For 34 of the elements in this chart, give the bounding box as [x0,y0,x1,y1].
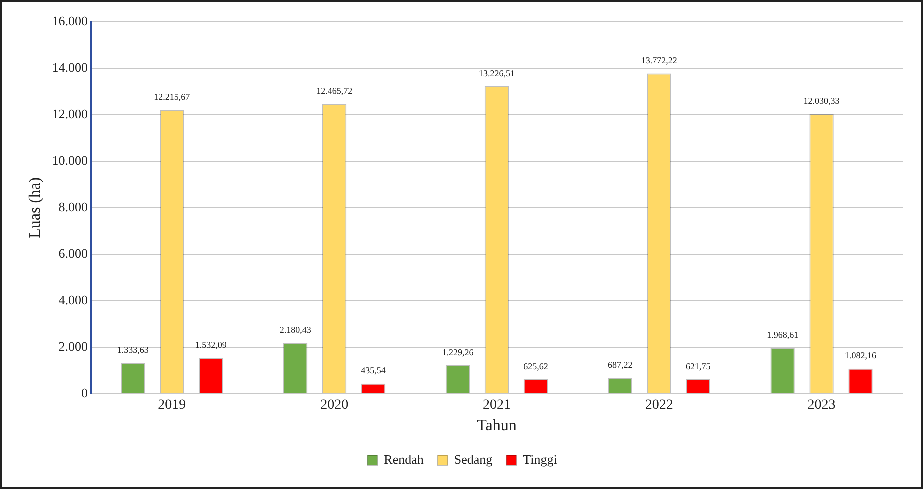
y-tick-label: 4.000 [58,292,88,308]
data-label: 621,75 [686,361,712,372]
y-tick-label: 16.000 [52,13,88,28]
x-tick-label: 2020 [320,398,349,414]
x-tick-label: 2021 [482,398,511,414]
y-tick-label: 10.000 [52,152,88,168]
y-tick-label: 8.000 [58,199,88,214]
data-label: 12.030,33 [804,96,840,106]
x-tick-label: 2023 [808,398,836,414]
data-label: 1.532,09 [195,340,228,350]
legend-label: Sedang [454,452,494,467]
data-label: 13.226,51 [478,68,515,78]
data-label: 625,62 [524,361,548,372]
y-tick-label: 2.000 [58,338,88,354]
data-label: 1.229,26 [442,347,474,358]
x-tick-label: 2022 [645,398,674,414]
data-label: 1.333,63 [117,344,150,355]
x-axis-title: Tahun [477,418,517,435]
y-tick-label: 12.000 [52,106,88,122]
y-tick-label: 14.000 [52,60,88,75]
data-label: 2.180,43 [280,325,312,336]
data-label: 1.082,16 [845,350,878,361]
data-label: 687,22 [608,360,633,370]
x-tick-label: 2019 [158,398,186,414]
legend-label: Tinggi [523,452,558,467]
legend-label: Rendah [384,452,424,467]
data-label: 13.772,22 [641,56,678,66]
data-label: 12.215,67 [154,92,191,102]
y-axis-title: Luas (ha) [26,178,44,238]
y-tick-label: 6.000 [58,246,88,261]
data-label: 1.968,61 [767,330,799,340]
data-label: 12.465,72 [316,86,353,96]
y-tick-label: 0 [81,385,88,400]
data-label: 435,54 [361,366,386,376]
